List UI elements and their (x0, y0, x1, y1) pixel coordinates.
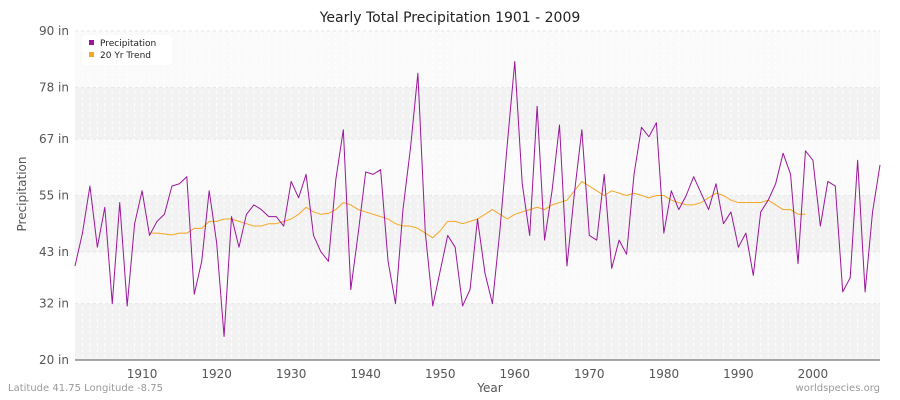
y-tick-label: 78 in (39, 80, 69, 94)
x-tick-label: 1930 (276, 367, 307, 381)
y-axis-label: Precipitation (15, 156, 29, 231)
x-tick-label: 1920 (201, 367, 232, 381)
x-tick-label: 2000 (798, 367, 829, 381)
legend-swatch-20-yr-trend (89, 52, 94, 57)
legend-box (82, 35, 172, 65)
y-tick-label: 32 in (39, 297, 69, 311)
y-tick-labels: 20 in 32 in 43 in 55 in 67 in 78 in 90 in (39, 24, 69, 367)
x-tick-label: 1950 (425, 367, 456, 381)
x-tick-label: 1960 (499, 367, 530, 381)
plot-band (75, 139, 880, 196)
x-tick-labels: 1910 1920 1930 1940 1950 1960 1970 1980 1990 2000 (127, 367, 828, 381)
y-tick-label: 90 in (39, 24, 69, 38)
legend-label-20-yr-trend: 20 Yr Trend (100, 51, 151, 61)
plot-band (75, 87, 880, 140)
chart-title: Yearly Total Precipitation 1901 - 2009 (319, 10, 581, 26)
y-tick-label: 55 in (39, 189, 69, 203)
x-tick-label: 1970 (574, 367, 605, 381)
legend-label-precipitation: Precipitation (100, 39, 156, 49)
y-tick-label: 67 in (39, 132, 69, 146)
x-tick-label: 1910 (127, 367, 158, 381)
plot-band (75, 31, 880, 88)
x-tick-label: 1980 (649, 367, 680, 381)
y-tick-label: 20 in (39, 353, 69, 367)
legend: Precipitation 20 Yr Trend (82, 35, 172, 65)
legend-swatch-precipitation (89, 40, 94, 45)
x-tick-label: 1990 (723, 367, 754, 381)
footer-coordinates: Latitude 41.75 Longitude -8.75 (8, 383, 163, 394)
x-tick-label: 1940 (350, 367, 381, 381)
series-line-precipitation (74, 61, 881, 337)
series-lines (74, 61, 881, 337)
x-axis-label: Year (476, 381, 502, 395)
y-tick-label: 43 in (39, 245, 69, 259)
footer-source: worldspecies.org (795, 383, 880, 394)
